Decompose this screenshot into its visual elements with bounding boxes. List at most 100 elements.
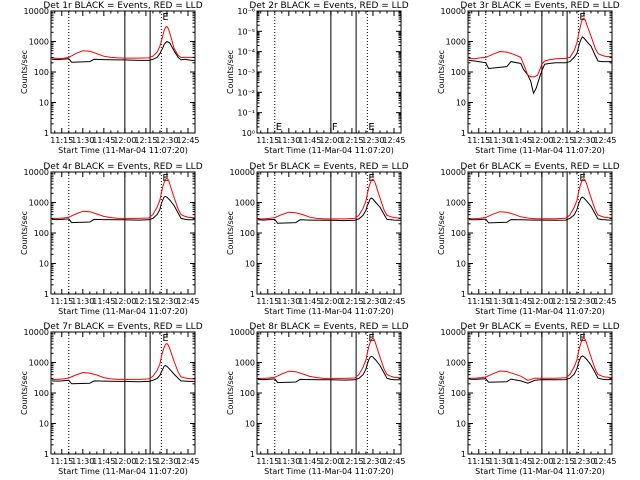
y-tick-label: 10000: [230, 328, 255, 337]
panel-det-2: Det 2r BLACK = Events, RED = LLD E F E 10⁰ 10…: [226, 1, 409, 155]
y-tick-label: 10000: [24, 168, 49, 177]
x-tick-label: 11:15: [256, 136, 279, 145]
y-tick-label: 10⁻⁶: [237, 7, 255, 16]
x-tick-label: 11:30: [488, 136, 511, 145]
y-tick-label: 100: [451, 229, 466, 238]
y-tick-label: 10: [245, 260, 255, 269]
panel-title: Det 6r BLACK = Events, RED = LLD: [460, 162, 619, 172]
x-axis-label: Start Time (11-Mar-04 11:07:20): [264, 467, 394, 476]
plot-frame: [467, 331, 613, 455]
x-tick-label: 12:45: [176, 457, 199, 466]
x-tick-label: 12:00: [530, 136, 553, 145]
x-tick-label: 11:15: [50, 297, 73, 306]
panel-title: Det 7r BLACK = Events, RED = LLD: [43, 322, 202, 332]
x-tick-label: 12:15: [134, 136, 157, 145]
x-tick-label: 12:30: [572, 136, 595, 145]
y-tick-label: 1000: [29, 199, 49, 208]
event-marker-label: F: [332, 122, 338, 133]
x-tick-label: 12:45: [593, 457, 616, 466]
x-tick-label: 12:30: [155, 297, 178, 306]
series-events-line: [468, 355, 612, 384]
x-tick-label: 12:45: [593, 136, 616, 145]
plot-frame: [50, 171, 196, 295]
x-axis-label: Start Time (11-Mar-04 11:07:20): [264, 146, 394, 155]
x-tick-label: 11:45: [298, 297, 321, 306]
x-tick-label: 11:45: [298, 457, 321, 466]
event-marker-label: E: [368, 333, 374, 344]
x-tick-label: 12:00: [530, 297, 553, 306]
y-tick-label: 1000: [446, 199, 466, 208]
x-tick-label: 11:45: [298, 136, 321, 145]
y-tick-label: 1000: [235, 359, 255, 368]
x-tick-label: 11:45: [92, 457, 115, 466]
event-marker-label: E: [162, 12, 168, 23]
x-tick-label: 11:15: [467, 457, 490, 466]
y-tick-label: 10: [39, 260, 49, 269]
x-tick-label: 12:30: [572, 457, 595, 466]
series-lld-line: [468, 17, 612, 78]
x-axis-label: Start Time (11-Mar-04 11:07:20): [58, 307, 188, 316]
series-events-line: [257, 355, 401, 384]
y-tick-label: 10: [456, 99, 466, 108]
y-tick-label: 10: [39, 420, 49, 429]
plot-frame: [467, 171, 613, 295]
x-tick-label: 12:30: [572, 297, 595, 306]
x-tick-label: 12:00: [319, 297, 342, 306]
y-tick-label: 10: [245, 420, 255, 429]
event-marker-label: E: [276, 122, 282, 133]
y-tick-label: 1: [461, 450, 466, 459]
x-tick-label: 11:15: [256, 297, 279, 306]
x-tick-label: 11:30: [488, 297, 511, 306]
series-events-line: [468, 196, 612, 224]
x-tick-label: 12:30: [361, 136, 384, 145]
y-tick-label: 1000: [29, 38, 49, 47]
y-axis-label: Counts/sec: [437, 371, 446, 415]
y-tick-label: 100: [34, 229, 49, 238]
y-tick-label: 100: [240, 229, 255, 238]
x-tick-label: 11:45: [509, 297, 532, 306]
x-tick-label: 12:15: [551, 136, 574, 145]
y-tick-label: 10: [456, 260, 466, 269]
x-tick-label: 12:45: [593, 297, 616, 306]
x-tick-label: 12:15: [551, 457, 574, 466]
panel-title: Det 8r BLACK = Events, RED = LLD: [249, 322, 408, 332]
y-tick-label: 1000: [446, 38, 466, 47]
series-events-line: [468, 36, 612, 95]
x-axis-label: Start Time (11-Mar-04 11:07:20): [58, 146, 188, 155]
x-tick-label: 12:00: [113, 297, 136, 306]
x-tick-label: 12:00: [319, 457, 342, 466]
x-tick-label: 11:15: [467, 297, 490, 306]
x-tick-label: 11:15: [50, 136, 73, 145]
y-axis-label: Counts/sec: [226, 211, 235, 255]
y-axis-label: Counts/sec: [226, 371, 235, 415]
y-tick-label: 100: [240, 389, 255, 398]
y-tick-label: 10000: [24, 7, 49, 16]
x-tick-label: 11:30: [277, 136, 300, 145]
x-tick-label: 12:15: [340, 457, 363, 466]
y-tick-label: 10⁻³: [237, 68, 255, 77]
event-marker-label: E: [579, 173, 585, 184]
x-tick-label: 12:15: [551, 297, 574, 306]
y-tick-label: 10⁻²: [237, 88, 255, 97]
x-axis-label: Start Time (11-Mar-04 11:07:20): [264, 307, 394, 316]
series-events-line: [51, 40, 195, 63]
x-tick-label: 12:15: [134, 297, 157, 306]
y-tick-label: 10: [39, 99, 49, 108]
x-tick-label: 11:30: [71, 297, 94, 306]
x-tick-label: 12:15: [340, 136, 363, 145]
y-tick-label: 100: [34, 389, 49, 398]
event-marker-label: E: [579, 12, 585, 23]
x-axis-label: Start Time (11-Mar-04 11:07:20): [475, 307, 605, 316]
x-tick-label: 11:15: [256, 457, 279, 466]
panel-title: Det 4r BLACK = Events, RED = LLD: [43, 162, 202, 172]
y-tick-label: 1: [461, 129, 466, 138]
x-tick-label: 12:30: [361, 457, 384, 466]
plot-frame: [256, 331, 402, 455]
x-tick-label: 12:30: [361, 297, 384, 306]
y-tick-label: 10000: [441, 168, 466, 177]
y-tick-label: 1: [44, 290, 49, 299]
series-lld-line: [51, 177, 195, 219]
